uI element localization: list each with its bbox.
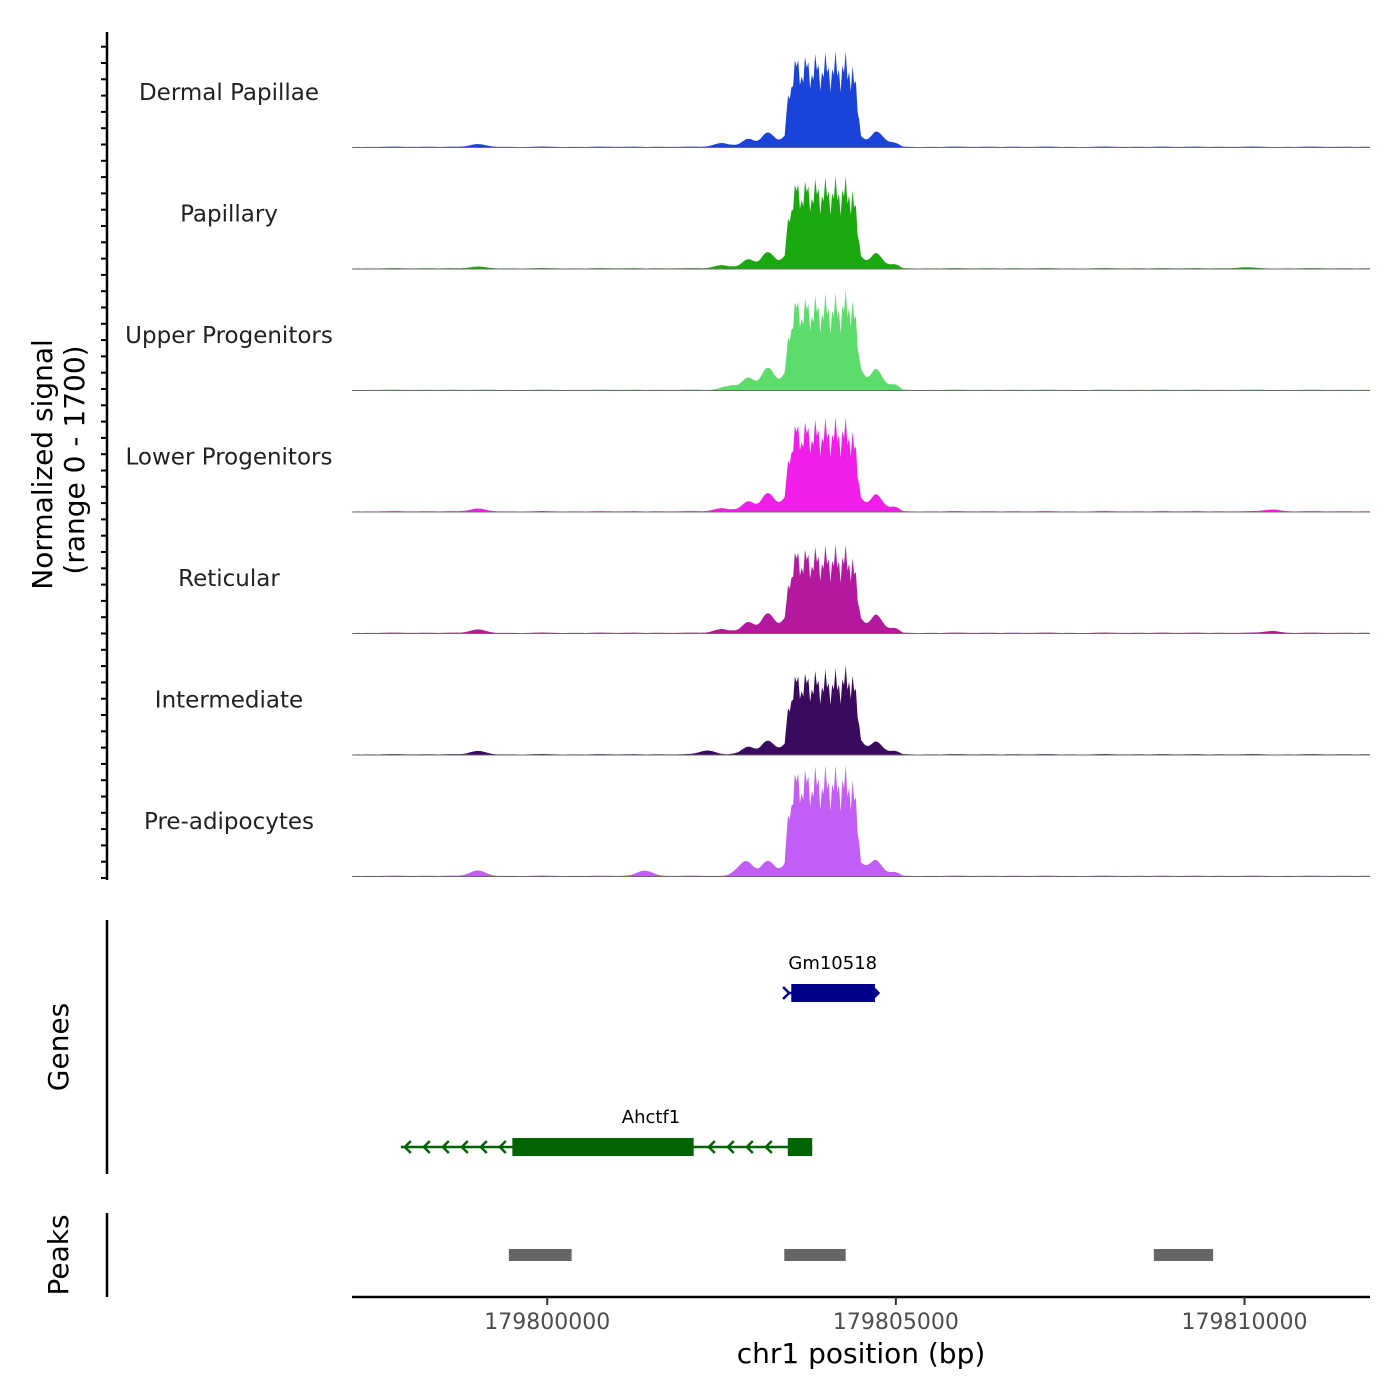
peak-region-1 — [784, 1249, 846, 1261]
coverage-area-0 — [352, 51, 1370, 148]
gene-exon-0 — [791, 984, 875, 1002]
gene-exon-1-1 — [787, 1138, 813, 1156]
x-axis-tick-label-0: 179800000 — [484, 1310, 610, 1335]
gene-label-1: Ahctf1 — [622, 1107, 680, 1128]
coverage-area-4 — [352, 544, 1370, 634]
peak-region-2 — [1153, 1249, 1214, 1261]
coverage-y-axis — [101, 32, 109, 880]
peaks-panel: Peaks — [42, 1213, 1214, 1297]
gene-strand-arrow — [403, 1140, 412, 1154]
track-label-2: Upper Progenitors — [125, 323, 333, 349]
gene-strand-arrow — [479, 1140, 488, 1154]
coverage-area-2 — [352, 289, 1370, 391]
track-label-1: Papillary — [180, 202, 278, 228]
coverage-area-3 — [352, 416, 1370, 512]
coverage-area-6 — [352, 765, 1370, 877]
peaks-panel-title: Peaks — [42, 1214, 75, 1295]
track-label-5: Intermediate — [155, 688, 303, 714]
track-label-0: Dermal Papillae — [139, 80, 319, 106]
gene-strand-arrow — [422, 1140, 431, 1154]
gene-label-0: Gm10518 — [788, 953, 877, 974]
y-title-line-2: (range 0 - 1700) — [58, 345, 91, 574]
gene-strand-arrow — [726, 1140, 735, 1154]
peak-region-0 — [508, 1249, 572, 1261]
y-title-line-1: Normalized signal — [26, 339, 59, 590]
gene-strand-arrow — [764, 1140, 773, 1154]
gene-strand-arrow — [498, 1140, 507, 1154]
gene-strand-arrow — [871, 986, 881, 1000]
coverage-area-1 — [352, 175, 1370, 269]
x-axis-tick-label-2: 179810000 — [1182, 1310, 1308, 1335]
genes-panel: Genes Gm10518 Ahctf1 — [42, 920, 881, 1174]
track-label-3: Lower Progenitors — [126, 445, 333, 471]
gene-strand-arrow — [707, 1140, 716, 1154]
x-axis-title: chr1 position (bp) — [737, 1337, 986, 1370]
x-axis-tick-label-1: 179805000 — [833, 1310, 959, 1335]
track-label-4: Reticular — [178, 566, 280, 592]
gene-strand-arrow — [460, 1140, 469, 1154]
x-axis: chr1 position (bp) 179800000 179805000 179… — [352, 1295, 1370, 1370]
coverage-panel: Dermal Papillae Papillary Upper Progenitor… — [125, 51, 1370, 877]
genes-panel-title: Genes — [42, 1003, 75, 1091]
gene-strand-arrow — [441, 1140, 450, 1154]
coverage-y-axis-title: Normalized signal (range 0 - 1700) — [26, 330, 91, 589]
gene-exon-1-0 — [512, 1138, 694, 1156]
gene-strand-arrow — [782, 986, 791, 1000]
gene-strand-arrow — [745, 1140, 754, 1154]
coverage-area-5 — [352, 665, 1370, 755]
track-label-6: Pre-adipocytes — [144, 809, 314, 835]
